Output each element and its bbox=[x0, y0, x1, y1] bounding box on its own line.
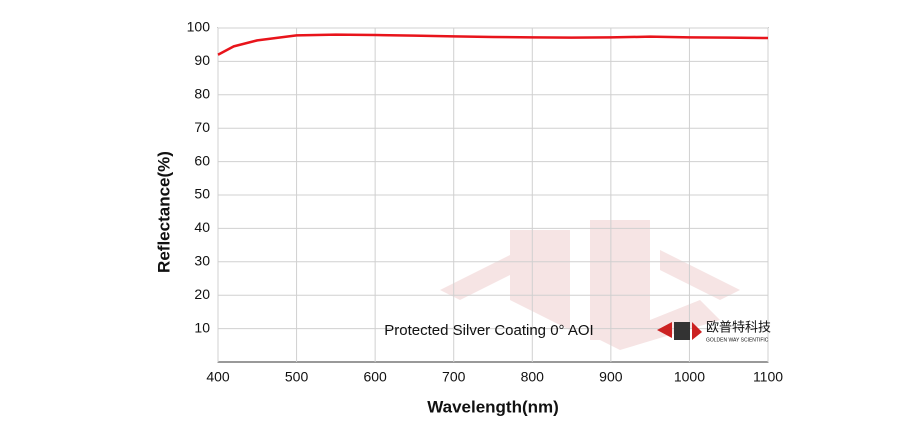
y-tick-label: 10 bbox=[194, 319, 210, 335]
logo-subtext: GOLDEN WAY SCIENTIFIC bbox=[706, 337, 769, 343]
logo-text: 欧普特科技 bbox=[706, 319, 771, 334]
annotation: Protected Silver Coating 0° AOI bbox=[384, 322, 593, 339]
x-tick-label: 500 bbox=[285, 369, 309, 385]
y-axis-label: Reflectance(%) bbox=[154, 151, 173, 273]
y-tick-label: 60 bbox=[194, 152, 210, 168]
x-tick-label: 400 bbox=[206, 369, 230, 385]
logo bbox=[657, 322, 702, 340]
y-tick-label: 90 bbox=[194, 52, 210, 68]
x-tick-label: 700 bbox=[442, 369, 466, 385]
watermark bbox=[440, 220, 740, 350]
x-tick-label: 800 bbox=[521, 369, 545, 385]
y-tick-label: 20 bbox=[194, 286, 210, 302]
x-tick-label: 1000 bbox=[674, 369, 705, 385]
y-tick-label: 40 bbox=[194, 219, 210, 235]
y-tick-label: 30 bbox=[194, 253, 210, 269]
x-tick-label: 600 bbox=[363, 369, 387, 385]
y-tick-label: 70 bbox=[194, 119, 210, 135]
x-tick-label: 900 bbox=[599, 369, 623, 385]
x-axis-label: Wavelength(nm) bbox=[427, 397, 559, 416]
y-tick-label: 80 bbox=[194, 86, 210, 102]
data-line bbox=[217, 33, 769, 56]
y-tick-label: 50 bbox=[194, 186, 210, 202]
x-tick-label: 1100 bbox=[753, 369, 783, 385]
y-tick-label: 100 bbox=[187, 19, 211, 35]
